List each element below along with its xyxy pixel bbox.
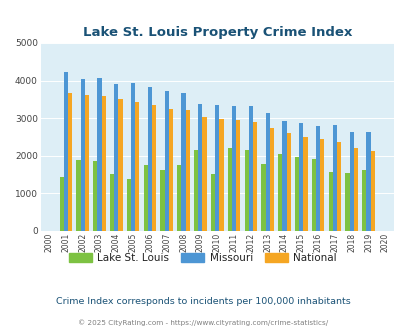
Bar xyxy=(286,133,290,231)
Title: Lake St. Louis Property Crime Index: Lake St. Louis Property Crime Index xyxy=(82,26,351,39)
Bar xyxy=(101,96,106,231)
Bar xyxy=(147,86,151,231)
Bar xyxy=(143,165,147,231)
Bar xyxy=(168,109,173,231)
Bar xyxy=(110,174,114,231)
Bar xyxy=(370,151,374,231)
Text: Crime Index corresponds to incidents per 100,000 inhabitants: Crime Index corresponds to incidents per… xyxy=(55,297,350,307)
Bar xyxy=(215,105,219,231)
Bar xyxy=(126,179,131,231)
Bar xyxy=(269,128,273,231)
Bar xyxy=(85,95,89,231)
Bar xyxy=(164,91,168,231)
Bar xyxy=(298,123,303,231)
Bar xyxy=(252,122,256,231)
Bar xyxy=(328,172,332,231)
Bar xyxy=(151,105,156,231)
Bar xyxy=(315,126,320,231)
Bar xyxy=(64,72,68,231)
Bar xyxy=(210,174,215,231)
Bar xyxy=(294,157,298,231)
Bar xyxy=(181,93,185,231)
Bar xyxy=(131,83,135,231)
Bar xyxy=(282,121,286,231)
Bar xyxy=(345,173,349,231)
Bar xyxy=(265,113,269,231)
Bar xyxy=(219,119,223,231)
Bar xyxy=(311,159,315,231)
Bar xyxy=(194,150,198,231)
Bar xyxy=(353,148,357,231)
Bar xyxy=(236,120,240,231)
Bar xyxy=(118,99,122,231)
Bar xyxy=(231,107,236,231)
Bar xyxy=(160,170,164,231)
Bar xyxy=(80,79,85,231)
Bar xyxy=(361,170,366,231)
Legend: Lake St. Louis, Missouri, National: Lake St. Louis, Missouri, National xyxy=(64,248,341,267)
Bar xyxy=(227,148,231,231)
Bar xyxy=(185,110,190,231)
Bar xyxy=(366,132,370,231)
Bar xyxy=(76,160,80,231)
Bar xyxy=(202,117,206,231)
Bar xyxy=(60,177,64,231)
Bar xyxy=(277,154,282,231)
Bar xyxy=(135,102,139,231)
Bar xyxy=(336,142,341,231)
Bar xyxy=(93,161,97,231)
Bar xyxy=(261,164,265,231)
Bar xyxy=(177,165,181,231)
Bar xyxy=(332,125,336,231)
Bar xyxy=(349,132,353,231)
Bar xyxy=(114,84,118,231)
Bar xyxy=(198,104,202,231)
Bar xyxy=(68,93,72,231)
Bar xyxy=(303,137,307,231)
Bar xyxy=(97,78,101,231)
Bar xyxy=(248,107,252,231)
Bar xyxy=(320,139,324,231)
Bar xyxy=(244,150,248,231)
Text: © 2025 CityRating.com - https://www.cityrating.com/crime-statistics/: © 2025 CityRating.com - https://www.city… xyxy=(78,319,327,326)
